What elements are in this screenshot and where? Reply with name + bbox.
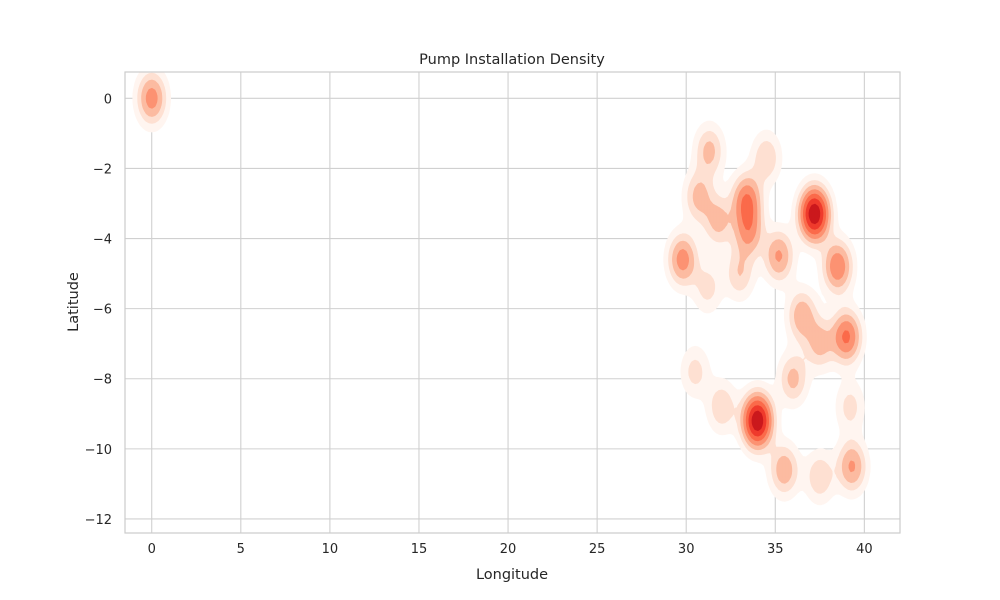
y-axis-label: Latitude bbox=[66, 272, 82, 332]
chart-title: Pump Installation Density bbox=[419, 52, 605, 68]
y-tick-label: −2 bbox=[93, 162, 112, 177]
x-tick-label: 0 bbox=[148, 542, 156, 557]
y-tick-label: −10 bbox=[85, 443, 112, 458]
x-tick-label: 20 bbox=[500, 542, 517, 557]
y-tick-label: −4 bbox=[93, 233, 112, 248]
x-tick-label: 30 bbox=[678, 542, 695, 557]
x-tick-label: 25 bbox=[589, 542, 606, 557]
y-tick-label: −12 bbox=[85, 513, 112, 528]
y-tick-label: −6 bbox=[93, 303, 112, 318]
tick-layer: 0 5 10 15 20 25 30 35 40 0 −2 −4 −6 −8 −10 −12 bbox=[85, 92, 873, 557]
density-layer bbox=[132, 71, 871, 506]
x-axis-label: Longitude bbox=[476, 567, 548, 583]
x-tick-label: 15 bbox=[411, 542, 428, 557]
density-band-7 bbox=[751, 203, 821, 431]
plot-frame bbox=[124, 71, 901, 534]
x-tick-label: 35 bbox=[767, 542, 784, 557]
x-tick-label: 40 bbox=[856, 542, 873, 557]
y-tick-label: 0 bbox=[104, 92, 112, 107]
x-tick-label: 5 bbox=[237, 542, 245, 557]
y-tick-label: −8 bbox=[93, 373, 112, 388]
x-tick-label: 10 bbox=[322, 542, 339, 557]
